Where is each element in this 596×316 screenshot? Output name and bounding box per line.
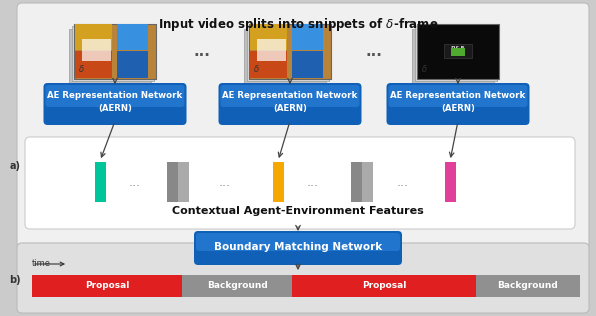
Bar <box>292 51 323 77</box>
FancyBboxPatch shape <box>221 85 359 107</box>
Text: $\delta$: $\delta$ <box>253 64 260 75</box>
Text: ...: ... <box>397 175 409 189</box>
Bar <box>250 51 287 77</box>
Bar <box>444 44 472 58</box>
Bar <box>417 23 499 78</box>
Text: $\delta$: $\delta$ <box>78 64 85 75</box>
Text: ...: ... <box>307 175 319 189</box>
Bar <box>445 162 455 202</box>
Bar <box>362 162 372 202</box>
Bar <box>249 23 331 78</box>
FancyBboxPatch shape <box>194 231 402 265</box>
Bar <box>451 48 465 56</box>
Text: Background: Background <box>207 282 268 290</box>
Bar <box>72 26 154 81</box>
Text: time: time <box>32 259 51 269</box>
Text: a): a) <box>10 161 20 171</box>
Text: ...: ... <box>194 44 210 58</box>
FancyBboxPatch shape <box>25 137 575 229</box>
Text: R&F: R&F <box>451 46 465 52</box>
Text: ...: ... <box>365 44 383 58</box>
FancyBboxPatch shape <box>196 233 400 251</box>
Bar <box>272 162 284 202</box>
Bar <box>74 23 156 78</box>
Text: ...: ... <box>219 175 231 189</box>
FancyBboxPatch shape <box>386 83 529 125</box>
Bar <box>476 275 580 297</box>
Bar <box>166 162 178 202</box>
Bar <box>292 24 323 50</box>
Bar <box>95 162 105 202</box>
Bar <box>292 275 476 297</box>
Text: Proposal: Proposal <box>362 282 406 290</box>
Bar <box>247 26 328 81</box>
Bar <box>74 23 156 78</box>
FancyBboxPatch shape <box>17 3 589 248</box>
Bar <box>412 28 494 83</box>
Bar <box>350 162 362 202</box>
Bar <box>414 26 496 81</box>
Bar <box>75 24 112 50</box>
Bar <box>249 23 331 78</box>
Bar <box>244 28 326 83</box>
Bar <box>82 39 111 61</box>
Bar <box>417 23 499 78</box>
Text: AE Representation Network
(AERN): AE Representation Network (AERN) <box>47 91 183 113</box>
Text: Input video splits into snippets of $\delta$-frame: Input video splits into snippets of $\de… <box>158 16 438 33</box>
Bar <box>182 275 292 297</box>
Text: Background: Background <box>498 282 558 290</box>
Bar <box>32 275 182 297</box>
Bar <box>117 24 148 50</box>
FancyBboxPatch shape <box>219 83 362 125</box>
Text: Contextual Agent-Environment Features: Contextual Agent-Environment Features <box>172 206 424 216</box>
Text: $\delta$: $\delta$ <box>421 64 428 75</box>
Text: ...: ... <box>129 175 141 189</box>
FancyBboxPatch shape <box>45 85 185 107</box>
FancyBboxPatch shape <box>389 85 527 107</box>
Bar <box>75 51 112 77</box>
Bar <box>69 28 151 83</box>
Bar <box>117 51 148 77</box>
FancyBboxPatch shape <box>17 243 589 313</box>
Bar <box>178 162 188 202</box>
Text: b): b) <box>9 275 21 285</box>
FancyBboxPatch shape <box>44 83 187 125</box>
Bar <box>250 24 287 50</box>
Text: AE Representation Network
(AERN): AE Representation Network (AERN) <box>390 91 526 113</box>
Text: AE Representation Network
(AERN): AE Representation Network (AERN) <box>222 91 358 113</box>
Text: Proposal: Proposal <box>85 282 129 290</box>
Text: Boundary Matching Network: Boundary Matching Network <box>214 242 382 252</box>
Bar <box>257 39 285 61</box>
